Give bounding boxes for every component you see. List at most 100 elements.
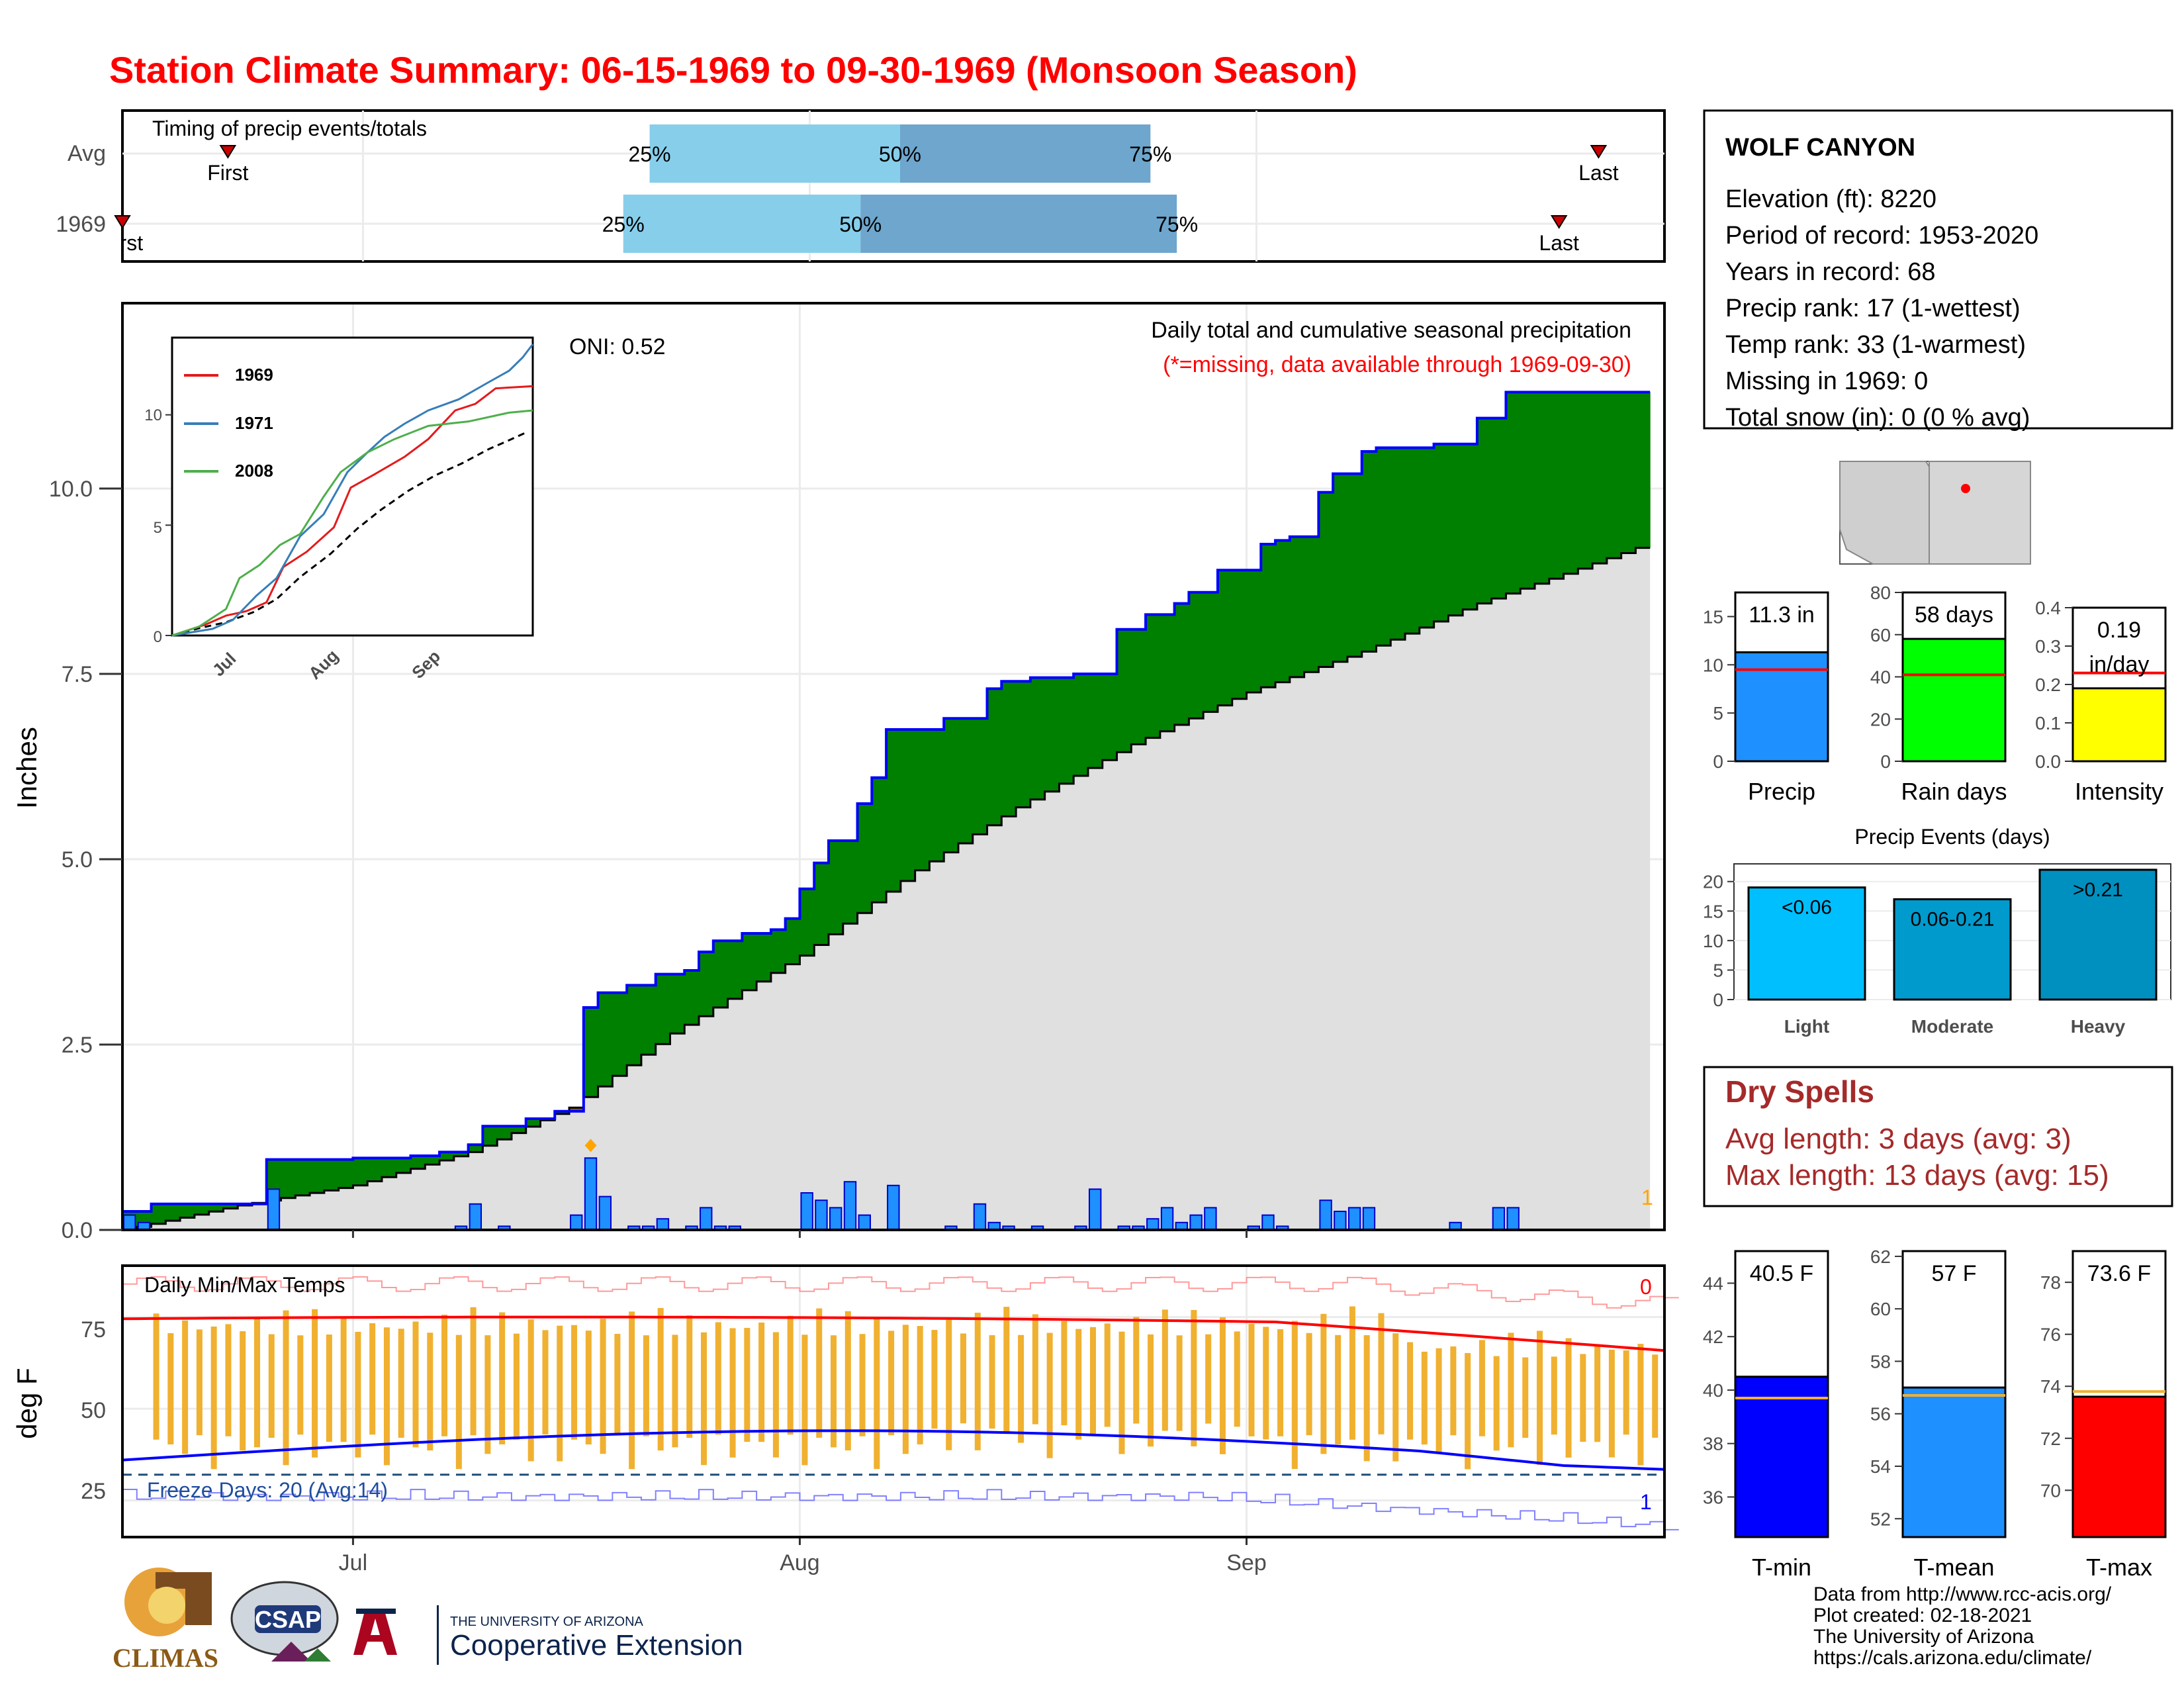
temp-range-bar [1118, 1331, 1125, 1454]
temp-range-bar [1263, 1327, 1269, 1440]
cumulative-diff-segment [1261, 544, 1276, 688]
cumulative-diff-segment [511, 1126, 527, 1133]
cumulative-diff-segment [1491, 418, 1506, 599]
temp-range-bar [701, 1332, 707, 1466]
temp-range-bar [268, 1334, 275, 1438]
temp-ylabel: deg F [11, 1368, 42, 1438]
timing-label-25: 25% [629, 142, 671, 166]
footer-credits: Data from http://www.rcc-acis.org/ Plot … [1813, 1583, 2112, 1669]
summary-value-label: 73.6 F [2087, 1261, 2151, 1286]
temp-range-bar [340, 1316, 347, 1442]
summary-value-label: 40.5 F [1750, 1261, 1813, 1286]
freeze-days: Freeze Days: 20 (Avg:14) [147, 1478, 388, 1502]
temp-range-bar [772, 1332, 779, 1458]
max-day-marker [584, 1139, 597, 1152]
daily-precip-bar [973, 1203, 987, 1231]
temp-range-bar [729, 1328, 736, 1458]
temp-range-bar [1522, 1357, 1529, 1438]
summary-tick-label: 80 [1870, 583, 1891, 603]
cumulative-diff-segment [1304, 536, 1319, 673]
temp-range-bar [240, 1331, 246, 1451]
daily-precip-bar [1506, 1207, 1520, 1231]
timing-bar-q25-q50 [649, 124, 900, 183]
temp-range-bar [153, 1313, 159, 1440]
avg-min-temp-line [122, 1429, 1665, 1471]
temp-range-bar [355, 1331, 361, 1458]
cumulative-diff-segment [972, 718, 988, 835]
events-bar-heavy [2038, 868, 2158, 1001]
cumulative-diff-segment [598, 992, 613, 1087]
temp-range-bar [1465, 1352, 1471, 1470]
temp-range-bar [455, 1335, 462, 1470]
temp-range-bar [412, 1321, 419, 1448]
temp-range-bar [989, 1335, 995, 1429]
timing-last-label: Last [1578, 161, 1619, 185]
cumulative-diff-segment [857, 804, 872, 914]
temp-range-bar [600, 1319, 606, 1454]
cumulative-diff-segment [1578, 392, 1593, 569]
cumulative-diff-segment [886, 729, 901, 892]
timing-label: Timing of precip events/totals [152, 117, 427, 140]
precip-ytick: 5.0 [62, 847, 93, 872]
summary-tick-label: 0.3 [2035, 636, 2061, 657]
daily-precip-bar [1204, 1207, 1217, 1231]
cumulative-diff-segment [1160, 614, 1175, 731]
temp-range-bar [383, 1327, 390, 1466]
temp-range-bar [672, 1335, 678, 1448]
summary-tick-label: 0.4 [2035, 598, 2061, 618]
temp-range-bar [1291, 1321, 1298, 1470]
observed-cumulative-line [122, 391, 1651, 1213]
temp-range-bar [946, 1319, 952, 1450]
temp-range-bar [1306, 1333, 1312, 1436]
station-name: WOLF CANYON [1725, 134, 1915, 162]
climas-logo-text: CLIMAS [113, 1643, 218, 1673]
precip-ylabel: Inches [11, 727, 42, 809]
daily-precip-bar [1261, 1214, 1275, 1231]
cumulative-diff-segment [1001, 681, 1017, 817]
events-tick-label: 0 [1713, 990, 1723, 1010]
temp-range-bar [1407, 1342, 1414, 1440]
inset-2008-line [171, 409, 533, 637]
cumulative-diff-segment [1059, 677, 1074, 784]
cumulative-diff-segment [1549, 392, 1565, 579]
temp-range-bar [1565, 1338, 1572, 1458]
events-bar-label: >0.21 [2073, 879, 2123, 901]
events-tick-label: 10 [1703, 931, 1723, 951]
daily-precip-bar [887, 1184, 900, 1231]
temp-range-bar [1623, 1350, 1629, 1435]
summary-tick-label: 0 [1713, 751, 1723, 772]
summary-value-bar [2071, 1395, 2167, 1538]
temp-range-bar [527, 1319, 534, 1462]
cumulative-diff-segment [223, 1203, 238, 1209]
cumulative-diff-segment [872, 777, 887, 903]
precip-ytick: 10.0 [49, 477, 93, 502]
temp-range-bar [225, 1324, 232, 1436]
cumulative-diff-segment [425, 1156, 440, 1165]
events-category-label: Moderate [1911, 1016, 1993, 1037]
missing-count: 1 [1641, 1186, 1653, 1209]
events-category-label: Light [1784, 1016, 1829, 1037]
summary-axis-label: Precip [1748, 778, 1815, 805]
inset-avg-line [171, 431, 527, 637]
cumulative-diff-segment [915, 729, 930, 870]
temp-range-bar [629, 1311, 635, 1470]
summary-tick-label: 0 [1880, 751, 1891, 772]
summary-intensity: 0.0 0.1 0.2 0.3 0.4 0.19 in/day Intensity [2035, 598, 2167, 805]
daily-precip-bar [1334, 1211, 1347, 1231]
temp-range-bar [816, 1308, 823, 1438]
temp-range-bar [917, 1326, 923, 1444]
cumulative-diff-segment [1520, 392, 1535, 589]
temp-range-bar [801, 1335, 808, 1466]
summary-value-bar [1901, 1386, 2007, 1538]
summary-tick-label: 60 [1870, 1299, 1891, 1319]
summary-axis-label: Intensity [2075, 778, 2163, 805]
temp-range-bar [1176, 1335, 1183, 1431]
cumulative-diff-segment [324, 1159, 340, 1191]
summary-tick-label: 40 [1703, 1380, 1723, 1401]
cumulative-diff-segment [1535, 392, 1550, 584]
cumulative-diff-segment [1333, 473, 1348, 662]
temp-range-bar [657, 1307, 664, 1451]
daily-precip-bar [800, 1192, 813, 1231]
temp-range-bar [1551, 1356, 1557, 1435]
